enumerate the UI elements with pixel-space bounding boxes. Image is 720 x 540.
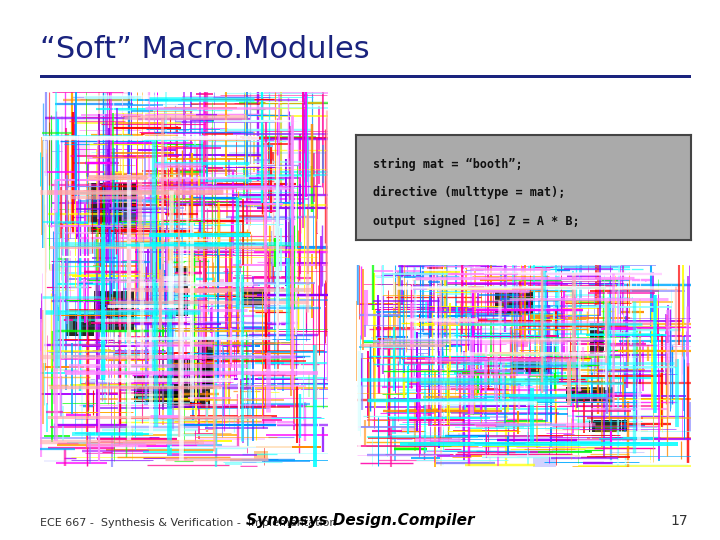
Bar: [553, 300, 564, 316]
Text: 17: 17: [670, 514, 688, 528]
Bar: [420, 353, 424, 359]
Bar: [459, 433, 466, 446]
Bar: [81, 238, 96, 254]
Bar: [233, 343, 248, 348]
Text: directive (multtype = mat);: directive (multtype = mat);: [373, 186, 565, 199]
Bar: [188, 252, 204, 267]
Bar: [49, 264, 68, 271]
Bar: [181, 370, 192, 376]
Bar: [197, 235, 211, 250]
Bar: [516, 341, 528, 347]
Bar: [513, 360, 550, 374]
Bar: [570, 352, 585, 358]
Bar: [121, 211, 137, 226]
Bar: [175, 266, 189, 316]
Bar: [66, 314, 94, 336]
Bar: [184, 191, 194, 197]
Bar: [533, 457, 557, 467]
Bar: [88, 184, 138, 234]
Bar: [168, 353, 175, 363]
Bar: [590, 323, 604, 354]
Bar: [436, 299, 446, 310]
Bar: [94, 291, 134, 329]
Bar: [75, 139, 90, 156]
Text: output signed [16] Z = A * B;: output signed [16] Z = A * B;: [373, 215, 580, 228]
Bar: [254, 451, 268, 458]
Bar: [220, 279, 224, 285]
Text: string mat = “booth”;: string mat = “booth”;: [373, 158, 523, 171]
Bar: [181, 376, 200, 380]
Bar: [208, 181, 222, 195]
Bar: [423, 405, 432, 417]
Bar: [238, 363, 245, 382]
Bar: [207, 328, 226, 350]
Bar: [589, 420, 627, 433]
Bar: [104, 298, 117, 301]
Bar: [59, 320, 73, 330]
Bar: [134, 376, 179, 402]
Text: “Soft” Macro.Modules: “Soft” Macro.Modules: [40, 35, 369, 64]
Bar: [595, 425, 618, 433]
Text: Synopsys Design.Compiler: Synopsys Design.Compiler: [246, 513, 474, 528]
Bar: [515, 295, 524, 310]
Bar: [567, 387, 613, 403]
Bar: [499, 292, 509, 306]
Bar: [588, 359, 606, 374]
Bar: [199, 340, 214, 389]
Text: ECE 667 -  Synthesis & Verification -  Implementation: ECE 667 - Synthesis & Verification - Imp…: [40, 518, 336, 528]
Bar: [145, 386, 148, 404]
Bar: [439, 462, 444, 467]
Bar: [238, 289, 264, 305]
Bar: [495, 292, 533, 315]
Bar: [552, 442, 565, 453]
Bar: [167, 359, 210, 408]
Bar: [400, 428, 420, 433]
Bar: [131, 226, 150, 243]
